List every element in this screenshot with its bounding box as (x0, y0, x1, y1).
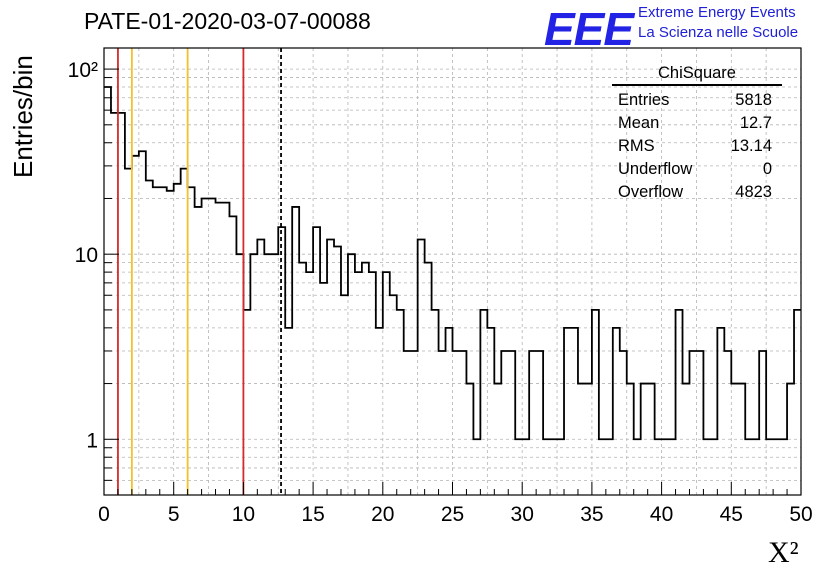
logo-subtitle-1: Extreme Energy Events (638, 4, 796, 21)
stats-label: Mean (618, 114, 660, 132)
stats-label: Overflow (618, 183, 684, 201)
x-tick-label: 35 (580, 503, 603, 526)
y-tick-label: 1 (86, 429, 98, 452)
y-axis-label: Entries/bin (8, 55, 38, 178)
x-tick-label: 5 (168, 503, 180, 526)
x-tick-label: 25 (441, 503, 464, 526)
stats-row-mean: Mean 12.7 (612, 112, 782, 135)
x-axis-label: X² (768, 536, 799, 569)
x-tick-label: 15 (301, 503, 324, 526)
y-tick-label: 10² (68, 59, 98, 82)
x-tick-label: 30 (511, 503, 534, 526)
stats-row-entries: Entries 5818 (612, 89, 782, 112)
stats-label: Entries (618, 91, 670, 109)
reference-lines (117, 48, 282, 495)
axis-ticks: 0 5 10 15 20 25 30 35 40 45 50 1 10 10² (68, 59, 813, 526)
stats-box: ChiSquare Entries 5818 Mean 12.7 RMS 13.… (612, 64, 782, 204)
stats-row-overflow: Overflow 4823 (612, 181, 782, 204)
chart-title: PATE-01-2020-03-07-00088 (84, 8, 371, 34)
x-tick-label: 10 (232, 503, 255, 526)
stats-value: 0 (762, 160, 772, 178)
x-tick-label: 20 (371, 503, 394, 526)
x-tick-label: 50 (789, 503, 812, 526)
stats-value: 12.7 (739, 114, 772, 132)
histogram-series (104, 86, 801, 441)
stats-label: RMS (618, 137, 655, 155)
eee-logo: EEE (544, 3, 634, 55)
stats-row-rms: RMS 13.14 (612, 135, 782, 158)
stats-value: 5818 (735, 91, 772, 109)
logo-subtitle-2: La Scienza nelle Scuole (638, 24, 799, 41)
x-tick-label: 0 (98, 503, 110, 526)
histogram-line (104, 86, 801, 441)
y-tick-label: 10 (75, 244, 98, 267)
stats-row-underflow: Underflow 0 (612, 158, 782, 181)
x-tick-label: 45 (720, 503, 743, 526)
stats-value: 4823 (735, 183, 772, 201)
x-tick-label: 40 (650, 503, 673, 526)
stats-box-title: ChiSquare (612, 64, 782, 86)
stats-value: 13.14 (730, 137, 772, 155)
stats-label: Underflow (618, 160, 693, 178)
